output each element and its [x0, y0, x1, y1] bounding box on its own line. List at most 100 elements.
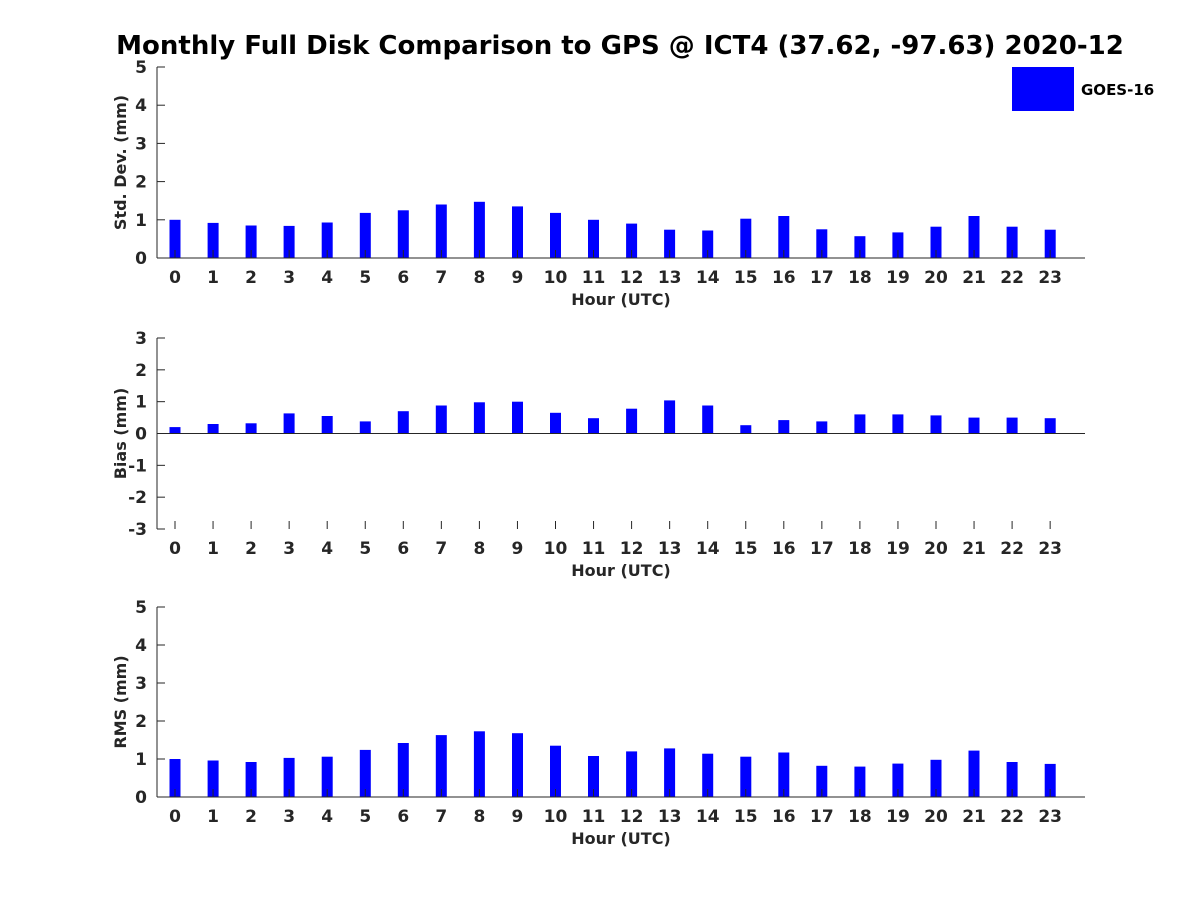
bar-hour-21: [968, 750, 980, 797]
bar-hour-3: [283, 757, 295, 797]
x-tick-label: 9: [512, 268, 524, 288]
x-tick-label: 10: [544, 268, 568, 288]
x-tick-label: 11: [582, 268, 606, 288]
x-tick-label: 2: [245, 268, 257, 288]
x-tick-label: 3: [283, 539, 295, 559]
x-tick-label: 2: [245, 807, 257, 827]
bar-hour-15: [740, 756, 752, 797]
x-axis-label: Hour (UTC): [571, 290, 671, 309]
x-tick-label: 19: [886, 268, 910, 288]
y-tick-label: 0: [135, 249, 147, 269]
x-tick-label: 7: [435, 807, 447, 827]
bar-hour-19: [892, 232, 904, 258]
y-tick-label: 2: [135, 712, 147, 732]
x-tick-label: 1: [207, 807, 219, 827]
bar-hour-18: [854, 236, 866, 258]
bar-hour-6: [397, 210, 409, 259]
x-tick-label: 17: [810, 268, 834, 288]
x-tick-label: 11: [582, 539, 606, 559]
y-tick-label: -2: [128, 488, 147, 508]
bar-hour-19: [892, 763, 904, 797]
bar-hour-6: [397, 743, 409, 797]
bar-hour-0: [169, 219, 181, 258]
x-tick-label: 12: [620, 539, 644, 559]
bar-hour-12: [626, 751, 638, 797]
bar-hour-23: [1044, 763, 1056, 797]
bar-hour-7: [435, 204, 447, 258]
bar-hour-13: [664, 229, 676, 258]
bar-hour-10: [550, 745, 561, 797]
x-tick-label: 9: [512, 539, 524, 559]
bar-hour-3: [283, 225, 295, 258]
legend-swatch-goes-16: [1012, 67, 1074, 111]
x-tick-label: 18: [848, 539, 872, 559]
x-tick-label: 15: [734, 539, 758, 559]
bar-hour-9: [512, 206, 523, 258]
y-axis-label: Bias (mm): [111, 388, 130, 480]
x-tick-label: 22: [1000, 268, 1024, 288]
bar-hour-16: [778, 216, 790, 258]
bar-hour-23: [1044, 418, 1056, 434]
bar-hour-21: [968, 216, 980, 258]
bar-hour-0: [169, 427, 181, 434]
x-tick-label: 22: [1000, 539, 1024, 559]
y-tick-label: 0: [135, 425, 147, 445]
x-tick-label: 11: [582, 807, 606, 827]
bar-hour-5: [359, 421, 371, 434]
x-tick-label: 13: [658, 268, 682, 288]
y-tick-label: 0: [135, 788, 147, 808]
bar-hour-1: [207, 760, 219, 797]
bar-hour-22: [1006, 226, 1018, 258]
bar-hour-11: [588, 418, 599, 434]
x-tick-label: 14: [696, 539, 720, 559]
bar-hour-17: [816, 421, 828, 434]
bar-hour-3: [283, 413, 295, 434]
bar-hour-2: [245, 225, 257, 258]
x-tick-label: 7: [435, 268, 447, 288]
x-tick-label: 16: [772, 539, 796, 559]
x-tick-label: 10: [544, 807, 568, 827]
bar-hour-4: [321, 222, 333, 258]
bar-hour-20: [930, 415, 942, 434]
x-tick-label: 5: [359, 807, 371, 827]
x-tick-label: 14: [696, 268, 720, 288]
x-tick-label: 13: [658, 539, 682, 559]
bar-hour-1: [207, 222, 219, 258]
x-tick-label: 12: [620, 268, 644, 288]
bar-hour-12: [626, 223, 638, 258]
bar-hour-10: [550, 212, 561, 258]
x-tick-label: 1: [207, 268, 219, 288]
y-axis-label: Std. Dev. (mm): [111, 95, 130, 230]
legend-label-goes-16: GOES-16: [1081, 81, 1154, 99]
x-tick-label: 0: [169, 268, 181, 288]
bar-hour-4: [321, 756, 333, 797]
y-tick-label: 5: [135, 598, 147, 618]
x-tick-label: 18: [848, 807, 872, 827]
x-tick-label: 4: [321, 539, 333, 559]
x-tick-label: 15: [734, 807, 758, 827]
y-tick-label: 1: [135, 393, 147, 413]
bar-hour-11: [588, 756, 599, 797]
x-tick-label: 23: [1038, 539, 1062, 559]
x-tick-label: 5: [359, 268, 371, 288]
bar-hour-21: [968, 417, 980, 434]
x-tick-label: 20: [924, 268, 948, 288]
x-tick-label: 17: [810, 807, 834, 827]
x-tick-label: 5: [359, 539, 371, 559]
x-tick-label: 21: [962, 807, 986, 827]
bar-hour-22: [1006, 762, 1018, 797]
x-tick-label: 2: [245, 539, 257, 559]
bar-hour-16: [778, 752, 790, 797]
x-tick-label: 16: [772, 268, 796, 288]
y-tick-label: 2: [135, 361, 147, 381]
y-tick-label: 4: [135, 636, 147, 656]
x-tick-label: 18: [848, 268, 872, 288]
x-tick-label: 17: [810, 539, 834, 559]
bar-hour-13: [664, 400, 676, 434]
x-tick-label: 3: [283, 807, 295, 827]
bar-hour-17: [816, 765, 828, 797]
y-axis-label: RMS (mm): [111, 655, 130, 748]
